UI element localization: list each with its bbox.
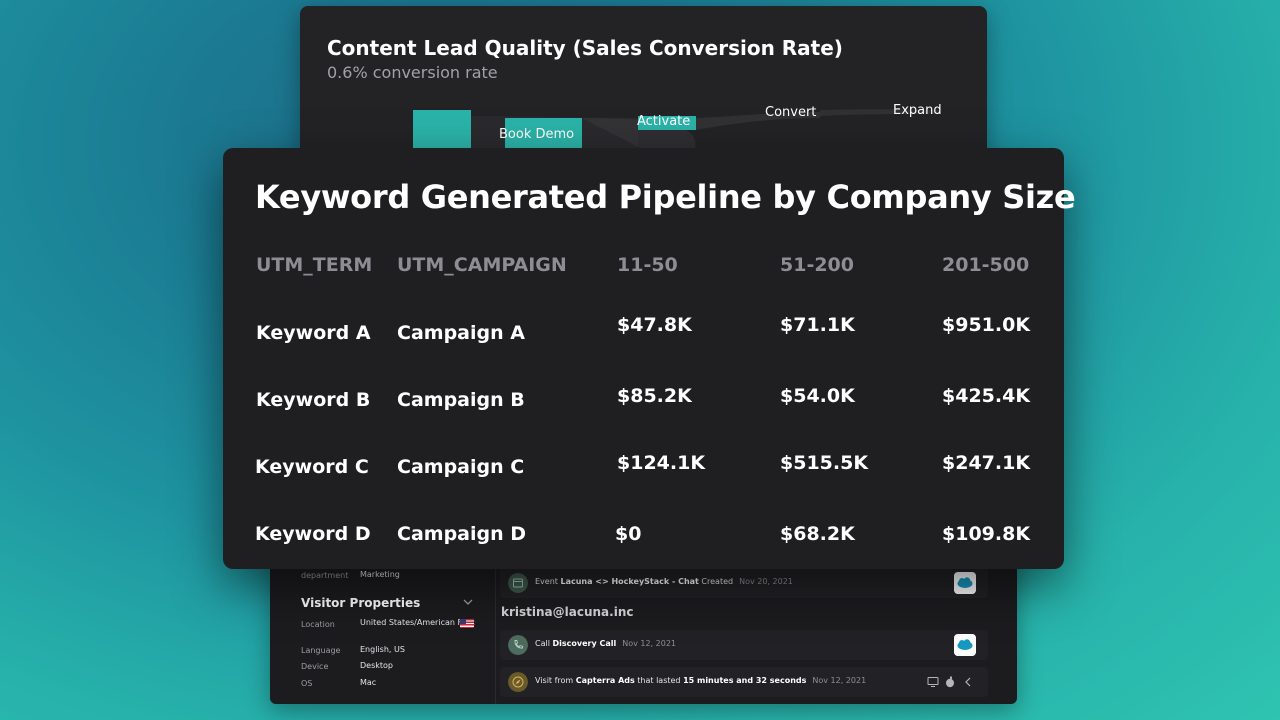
table-cell-value: $85.2K bbox=[617, 385, 692, 407]
table-cell-value: $951.0K bbox=[942, 314, 1031, 336]
pipeline-title: Keyword Generated Pipeline by Company Si… bbox=[255, 178, 1076, 216]
table-cell-value: $247.1K bbox=[942, 452, 1031, 474]
prop-key-device: Device bbox=[301, 662, 329, 671]
location-text: United States/American Fork bbox=[360, 618, 475, 627]
stage-label-activate: Activate bbox=[637, 114, 691, 129]
event-text: Event Lacuna <> HockeyStack - Chat Creat… bbox=[535, 577, 793, 586]
desktop-icon bbox=[927, 677, 939, 687]
prop-value-device: Desktop bbox=[360, 661, 393, 670]
funnel-flow bbox=[471, 109, 940, 148]
apple-icon bbox=[946, 676, 954, 688]
chevron-left-icon bbox=[965, 677, 971, 687]
chevron-down-icon[interactable] bbox=[463, 597, 473, 607]
table-cell-term: Keyword B bbox=[256, 389, 371, 411]
activity-event-row[interactable]: Event Lacuna <> HockeyStack - Chat Creat… bbox=[500, 568, 988, 598]
table-cell-campaign: Campaign D bbox=[397, 523, 527, 545]
funnel-bar-book-demo bbox=[505, 118, 582, 150]
table-cell-value: $425.4K bbox=[942, 385, 1031, 407]
prop-key-location: Location bbox=[301, 620, 335, 629]
column-header-11-50: 11-50 bbox=[617, 254, 678, 276]
activity-card: department Marketing Visitor Properties … bbox=[270, 548, 1017, 704]
prop-value-location: United States/American Fork bbox=[360, 618, 488, 628]
column-header-51-200: 51-200 bbox=[780, 254, 854, 276]
funnel-title: Content Lead Quality (Sales Conversion R… bbox=[327, 36, 843, 60]
prop-key-department: department bbox=[301, 571, 349, 580]
prop-value-department: Marketing bbox=[360, 570, 400, 579]
pipeline-card: Keyword Generated Pipeline by Company Si… bbox=[223, 148, 1076, 569]
table-cell-value: $47.8K bbox=[617, 314, 692, 336]
table-cell-value: $71.1K bbox=[780, 314, 855, 336]
stage-label-convert: Convert bbox=[765, 105, 817, 120]
funnel-bar-top bbox=[413, 110, 471, 150]
table-cell-value: $68.2K bbox=[780, 523, 855, 545]
table-cell-term: Keyword C bbox=[255, 456, 369, 478]
table-cell-value: $0 bbox=[615, 523, 642, 545]
us-flag-icon bbox=[460, 619, 474, 628]
column-header-201-500: 201-500 bbox=[942, 254, 1030, 276]
column-header-utm-term: UTM_TERM bbox=[256, 254, 373, 276]
table-cell-term: Keyword D bbox=[255, 523, 371, 545]
event-date: Nov 12, 2021 bbox=[812, 676, 867, 685]
column-header-utm-campaign: UTM_CAMPAIGN bbox=[397, 254, 567, 276]
prop-value-os: Mac bbox=[360, 678, 377, 687]
funnel-subtitle: 0.6% conversion rate bbox=[327, 63, 498, 82]
activity-event-row[interactable]: Call Discovery Call Nov 12, 2021 bbox=[500, 630, 988, 660]
table-cell-campaign: Campaign A bbox=[397, 322, 525, 344]
table-cell-value: $124.1K bbox=[617, 452, 706, 474]
panel-divider bbox=[495, 548, 496, 704]
funnel-card: Content Lead Quality (Sales Conversion R… bbox=[300, 6, 987, 166]
row-tools bbox=[927, 676, 971, 688]
stage-label-expand: Expand bbox=[893, 103, 942, 118]
salesforce-cloud-icon[interactable] bbox=[954, 634, 976, 656]
event-date: Nov 12, 2021 bbox=[622, 639, 676, 648]
table-cell-value: $109.8K bbox=[942, 523, 1031, 545]
table-cell-value: $515.5K bbox=[780, 452, 869, 474]
event-text: Visit from Capterra Ads that lasted 15 m… bbox=[535, 676, 867, 685]
table-cell-campaign: Campaign C bbox=[397, 456, 525, 478]
event-text: Call Discovery Call Nov 12, 2021 bbox=[535, 639, 676, 648]
salesforce-cloud-icon[interactable] bbox=[954, 572, 976, 594]
table-cell-campaign: Campaign B bbox=[397, 389, 525, 411]
event-date: Nov 20, 2021 bbox=[739, 577, 793, 586]
table-cell-value: $54.0K bbox=[780, 385, 855, 407]
prop-value-language: English, US bbox=[360, 645, 405, 654]
prop-key-os: OS bbox=[301, 679, 313, 688]
stage-label-book-demo: Book Demo bbox=[499, 127, 575, 142]
contact-email[interactable]: kristina@lacuna.inc bbox=[501, 605, 634, 619]
prop-key-language: Language bbox=[301, 646, 341, 655]
phone-icon bbox=[508, 635, 528, 655]
funnel-bar-activate bbox=[638, 116, 696, 130]
calendar-icon bbox=[508, 573, 528, 593]
visitor-properties-title[interactable]: Visitor Properties bbox=[301, 596, 421, 610]
compass-icon bbox=[508, 672, 528, 692]
table-cell-term: Keyword A bbox=[256, 322, 371, 344]
activity-event-row[interactable]: Visit from Capterra Ads that lasted 15 m… bbox=[500, 667, 988, 697]
